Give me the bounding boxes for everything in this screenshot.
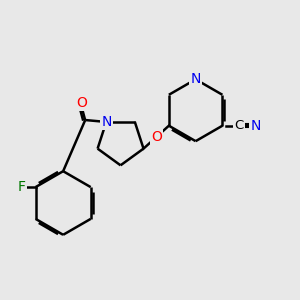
Text: C: C	[234, 119, 244, 132]
Text: F: F	[18, 180, 26, 194]
Text: O: O	[151, 130, 162, 144]
Text: O: O	[76, 96, 87, 110]
Text: N: N	[250, 119, 261, 133]
Text: N: N	[190, 72, 201, 86]
Text: N: N	[101, 115, 112, 129]
